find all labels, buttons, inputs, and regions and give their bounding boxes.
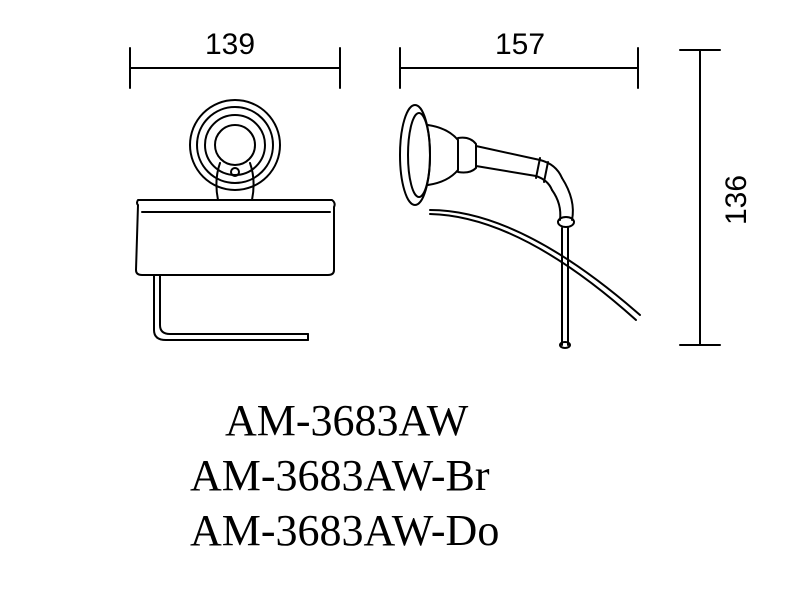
- front-view: [136, 100, 335, 340]
- drawing-svg: [0, 0, 800, 600]
- side-view: [400, 105, 640, 348]
- technical-drawing: 139 157 136 AM-3683AW AM-3683AW-Br AM-36…: [0, 0, 800, 600]
